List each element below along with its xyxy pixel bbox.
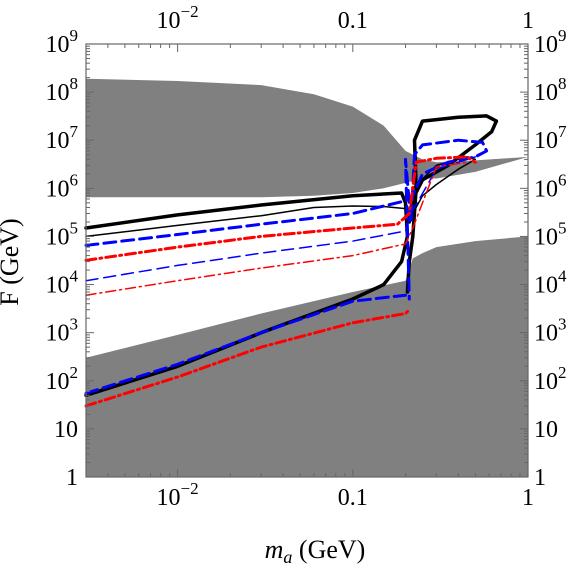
y-axis-title: F (GeV) <box>0 218 24 305</box>
y-tick-label-left: 102 <box>46 363 79 395</box>
y-tick-label-right: 107 <box>534 122 567 154</box>
y-tick-label-right: 104 <box>534 267 567 299</box>
x-tick-label-bottom: 0.1 <box>338 485 368 511</box>
y-tick-label-right: 105 <box>534 218 567 250</box>
y-tick-label-left: 104 <box>46 267 79 299</box>
tick-marks <box>85 43 529 478</box>
plot-frame <box>85 43 529 478</box>
curve-2 <box>405 114 499 294</box>
y-tick-label-right: 109 <box>534 26 567 58</box>
y-tick-label-right: 1 <box>534 465 546 491</box>
y-tick-label-right: 10 <box>534 417 558 443</box>
y-tick-label-right: 103 <box>534 315 567 347</box>
x-tick-label-top: 1 <box>522 8 534 34</box>
y-tick-label-left: 107 <box>46 122 79 154</box>
y-tick-label-right: 108 <box>534 74 567 106</box>
x-tick-label-top: 0.1 <box>338 8 368 34</box>
x-tick-label-bottom: 10−2 <box>157 479 199 511</box>
y-tick-label-right: 106 <box>534 170 567 202</box>
curve-9 <box>85 161 468 296</box>
y-tick-label-left: 1 <box>66 465 78 491</box>
y-tick-label-left: 108 <box>46 74 79 106</box>
y-tick-label-left: 109 <box>46 26 79 58</box>
x-tick-label-top: 10−2 <box>157 2 199 34</box>
curve-5 <box>84 293 407 395</box>
excluded-regions <box>86 78 528 477</box>
curves <box>84 114 499 408</box>
curve-8 <box>84 308 411 408</box>
excluded-region-1 <box>86 78 528 198</box>
y-tick-label-left: 10 <box>54 417 78 443</box>
excluded-region-2 <box>86 236 528 477</box>
curve-7 <box>84 155 477 262</box>
y-tick-label-left: 106 <box>46 170 79 202</box>
curve-6 <box>85 156 477 282</box>
y-tick-label-right: 102 <box>534 363 567 395</box>
y-tick-label-left: 103 <box>46 315 79 347</box>
x-tick-label-bottom: 1 <box>522 485 534 511</box>
x-axis-title: ma (GeV) <box>265 535 366 567</box>
y-tick-label-left: 105 <box>46 218 79 250</box>
